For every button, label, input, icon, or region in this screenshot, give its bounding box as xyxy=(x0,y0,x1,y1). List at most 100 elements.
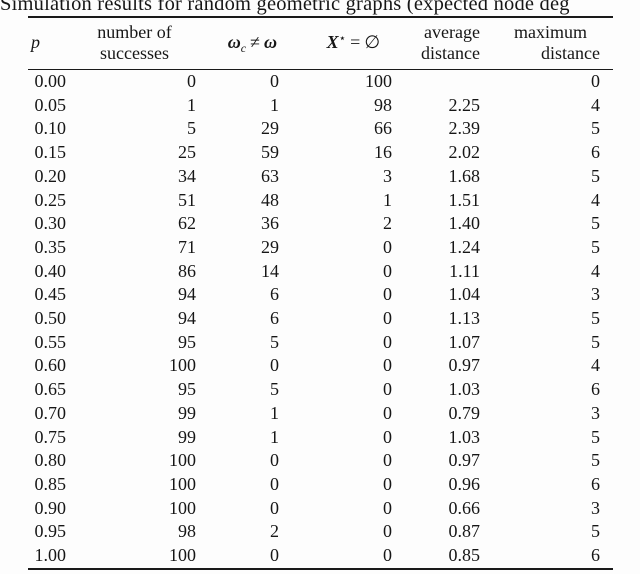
cell: 4 xyxy=(591,189,600,210)
cell: 1 xyxy=(270,402,279,423)
column-header-maximum-distance: maximum distance xyxy=(500,17,613,70)
cell: 4 xyxy=(591,94,600,115)
column-header-successes: number of successes xyxy=(90,17,218,70)
cell: 0.35 xyxy=(34,236,67,257)
cell: 5 xyxy=(270,331,279,352)
cell: 100 xyxy=(169,450,196,471)
cell: 6 xyxy=(591,379,600,400)
cell: 0.55 xyxy=(34,331,67,352)
cell: 2 xyxy=(383,213,392,234)
table-row: 0.65 95 5 0 1.03 6 xyxy=(28,378,613,402)
cell: 3 xyxy=(591,402,600,423)
cell: 0.85 xyxy=(448,545,481,566)
cell: 1.24 xyxy=(448,236,481,257)
cell: 100 xyxy=(169,545,196,566)
cell: 0.40 xyxy=(34,260,67,281)
table-row: 0.40 86 14 0 1.11 4 xyxy=(28,260,613,284)
cell: 0 xyxy=(270,71,279,91)
cell: 5 xyxy=(591,331,600,352)
cell: 0.95 xyxy=(34,521,67,542)
cell: 36 xyxy=(261,213,279,234)
table-row: 0.05 1 1 98 2.25 4 xyxy=(28,94,613,118)
cell: 2 xyxy=(270,521,279,542)
cell xyxy=(410,70,500,94)
table-row: 1.00 100 0 0 0.85 6 xyxy=(28,544,613,569)
table-row: 0.60 100 0 0 0.97 4 xyxy=(28,354,613,378)
cell: 0.50 xyxy=(34,308,67,329)
cell: 0.00 xyxy=(34,71,67,91)
cell: 0.20 xyxy=(34,165,67,186)
cell: 16 xyxy=(374,142,392,163)
cell: 3 xyxy=(591,284,600,305)
results-table: p number of successes ωc ≠ ω X⋆ = ∅ average … xyxy=(28,16,613,570)
table-row: 0.70 99 1 0 0.79 3 xyxy=(28,402,613,426)
cell: 1.07 xyxy=(448,331,481,352)
table-row: 0.00 0 0 100 0 xyxy=(28,70,613,94)
cell: 62 xyxy=(178,213,196,234)
cell: 5 xyxy=(591,118,600,139)
cell: 0.25 xyxy=(34,189,67,210)
cell: 94 xyxy=(178,308,196,329)
table-row: 0.55 95 5 0 1.07 5 xyxy=(28,331,613,355)
cell: 0 xyxy=(270,545,279,566)
cell: 71 xyxy=(178,236,196,257)
cell: 0 xyxy=(383,450,392,471)
cell: 3 xyxy=(383,165,392,186)
table-row: 0.45 94 6 0 1.04 3 xyxy=(28,283,613,307)
cell: 1 xyxy=(270,426,279,447)
table-row: 0.25 51 48 1 1.51 4 xyxy=(28,189,613,213)
cell: 14 xyxy=(261,260,279,281)
table-header: p number of successes ωc ≠ ω X⋆ = ∅ average … xyxy=(28,17,613,70)
table-row: 0.75 99 1 0 1.03 5 xyxy=(28,426,613,450)
cell: 0 xyxy=(383,308,392,329)
cell: 0.85 xyxy=(34,473,67,494)
cell: 1.03 xyxy=(448,379,481,400)
cell: 94 xyxy=(178,284,196,305)
cell: 48 xyxy=(261,189,279,210)
cell: 66 xyxy=(374,118,392,139)
cell: 98 xyxy=(374,94,392,115)
cell: 0 xyxy=(383,236,392,257)
column-header-average-distance: average distance xyxy=(410,17,500,70)
cell: 4 xyxy=(591,355,600,376)
cell: 0.80 xyxy=(34,450,67,471)
cell: 0.75 xyxy=(34,426,67,447)
cell: 5 xyxy=(591,165,600,186)
cell: 4 xyxy=(591,260,600,281)
cell: 1.00 xyxy=(34,545,67,566)
cell: 0.65 xyxy=(34,379,67,400)
cell: 86 xyxy=(178,260,196,281)
cell: 0.70 xyxy=(34,402,67,423)
cell: 59 xyxy=(261,142,279,163)
cell: 1.11 xyxy=(449,260,480,281)
cell: 3 xyxy=(591,497,600,518)
cell: 1.40 xyxy=(448,213,481,234)
cell: 0.96 xyxy=(448,473,481,494)
cell: 5 xyxy=(270,379,279,400)
cell: 5 xyxy=(591,308,600,329)
cell: 0 xyxy=(383,355,392,376)
cell: 0.30 xyxy=(34,213,67,234)
cell: 25 xyxy=(178,142,196,163)
cell: 0.05 xyxy=(34,94,67,115)
cell: 1.51 xyxy=(448,189,481,210)
cell: 63 xyxy=(261,165,279,186)
cell: 0.45 xyxy=(34,284,67,305)
table-row: 0.10 5 29 66 2.39 5 xyxy=(28,117,613,141)
table-row: 0.80 100 0 0 0.97 5 xyxy=(28,449,613,473)
cell: 0 xyxy=(383,497,392,518)
cell: 1 xyxy=(383,189,392,210)
table-row: 0.95 98 2 0 0.87 5 xyxy=(28,520,613,544)
cell: 0.90 xyxy=(34,497,67,518)
cell: 0 xyxy=(270,497,279,518)
cell: 1.04 xyxy=(448,284,481,305)
cell: 29 xyxy=(261,118,279,139)
table-row: 0.90 100 0 0 0.66 3 xyxy=(28,497,613,521)
cell: 0.97 xyxy=(448,450,481,471)
table-row: 0.85 100 0 0 0.96 6 xyxy=(28,473,613,497)
cell: 2.39 xyxy=(448,118,481,139)
cell: 34 xyxy=(178,165,196,186)
cell: 100 xyxy=(169,497,196,518)
cell: 29 xyxy=(261,236,279,257)
cell: 0.15 xyxy=(34,142,67,163)
